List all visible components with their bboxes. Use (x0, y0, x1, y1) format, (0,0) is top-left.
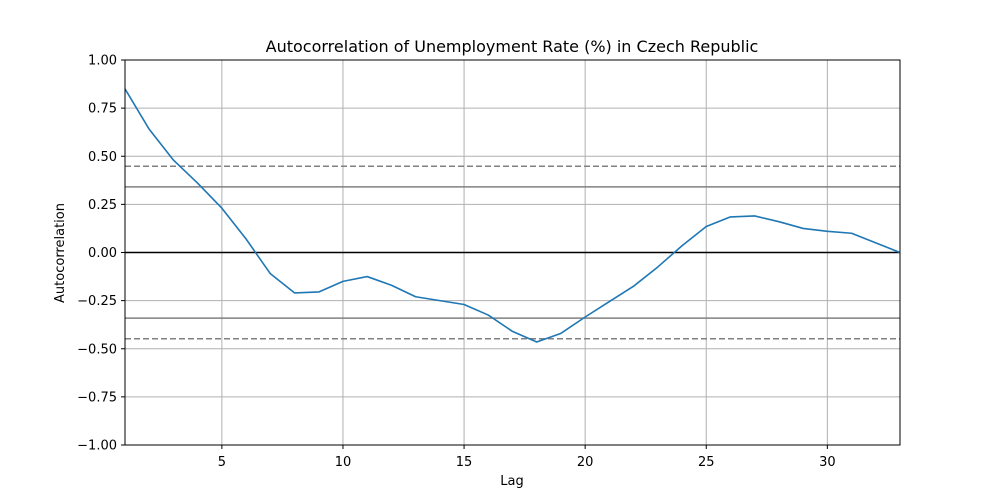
y-tick-label: −1.00 (77, 439, 117, 454)
y-tick-label: −0.75 (77, 390, 117, 405)
chart-title: Autocorrelation of Unemployment Rate (%)… (266, 37, 759, 56)
y-tick-label: 0.25 (88, 198, 117, 213)
y-tick-label: −0.25 (77, 294, 117, 309)
y-axis-label: Autocorrelation (53, 203, 68, 303)
x-axis-ticks: 5 10 15 20 25 30 (218, 445, 836, 470)
confidence-lines (125, 165, 900, 340)
x-tick-label: 30 (819, 455, 836, 470)
x-tick-label: 25 (698, 455, 715, 470)
x-tick-label: 15 (456, 455, 473, 470)
x-tick-label: 5 (218, 455, 226, 470)
y-tick-label: 1.00 (88, 54, 117, 69)
x-tick-label: 20 (577, 455, 594, 470)
y-tick-label: 0.75 (88, 102, 117, 117)
y-tick-label: −0.50 (77, 342, 117, 357)
y-tick-label: 0.50 (88, 150, 117, 165)
y-axis-ticks: −1.00 −0.75 −0.50 −0.25 0.00 0.25 0.50 0.75 1.00 (77, 54, 125, 454)
autocorrelation-series-line (124, 88, 901, 343)
x-tick-label: 10 (335, 455, 352, 470)
x-axis-label: Lag (500, 474, 523, 489)
series (124, 88, 901, 343)
y-tick-label: 0.00 (88, 246, 117, 261)
